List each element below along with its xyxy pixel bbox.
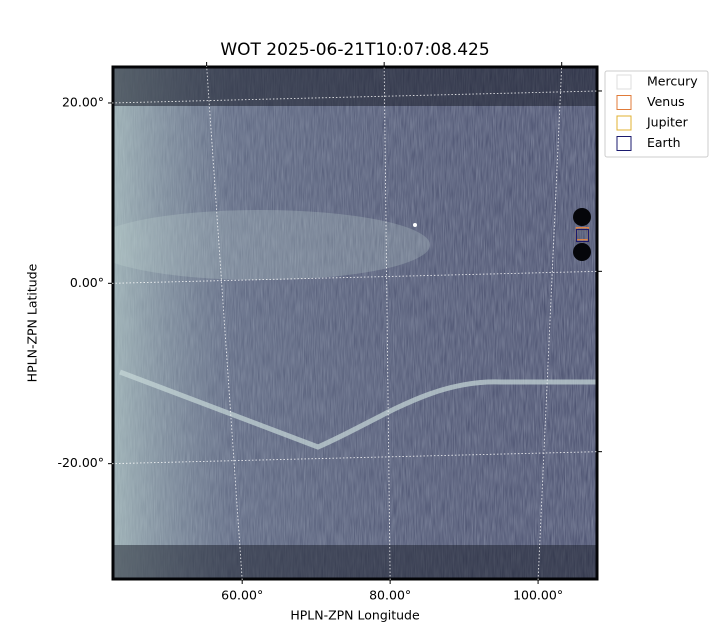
x-tick-label: 60.00° xyxy=(221,588,263,603)
x-axis-label: HPLN-ZPN Longitude xyxy=(290,608,420,623)
legend-swatch xyxy=(616,115,632,131)
grid-line xyxy=(111,270,599,284)
legend-label: Venus xyxy=(647,94,685,109)
legend-swatch xyxy=(616,95,632,110)
y-tick-label: -20.00° xyxy=(57,455,104,470)
x-tick-label: 80.00° xyxy=(369,588,411,603)
legend xyxy=(604,70,709,158)
y-tick-label: 0.00° xyxy=(70,275,104,290)
legend-label: Mercury xyxy=(647,74,698,89)
chart-title: WOT 2025-06-21T10:07:08.425 xyxy=(220,40,489,60)
legend-swatch xyxy=(616,136,632,151)
y-tick-label: 20.00° xyxy=(62,94,104,109)
x-tick-label: 100.00° xyxy=(513,588,563,603)
marker xyxy=(575,228,590,243)
axes-frame xyxy=(111,65,599,581)
legend-label: Jupiter xyxy=(646,115,689,130)
image xyxy=(112,66,598,580)
y-axis-label: HPLN-ZPN Latitude xyxy=(25,263,40,382)
grid-line xyxy=(111,90,599,104)
grid-line xyxy=(111,451,599,465)
legend-label: Earth xyxy=(647,135,681,150)
grid-line xyxy=(383,65,391,581)
legend-swatch xyxy=(616,74,632,90)
